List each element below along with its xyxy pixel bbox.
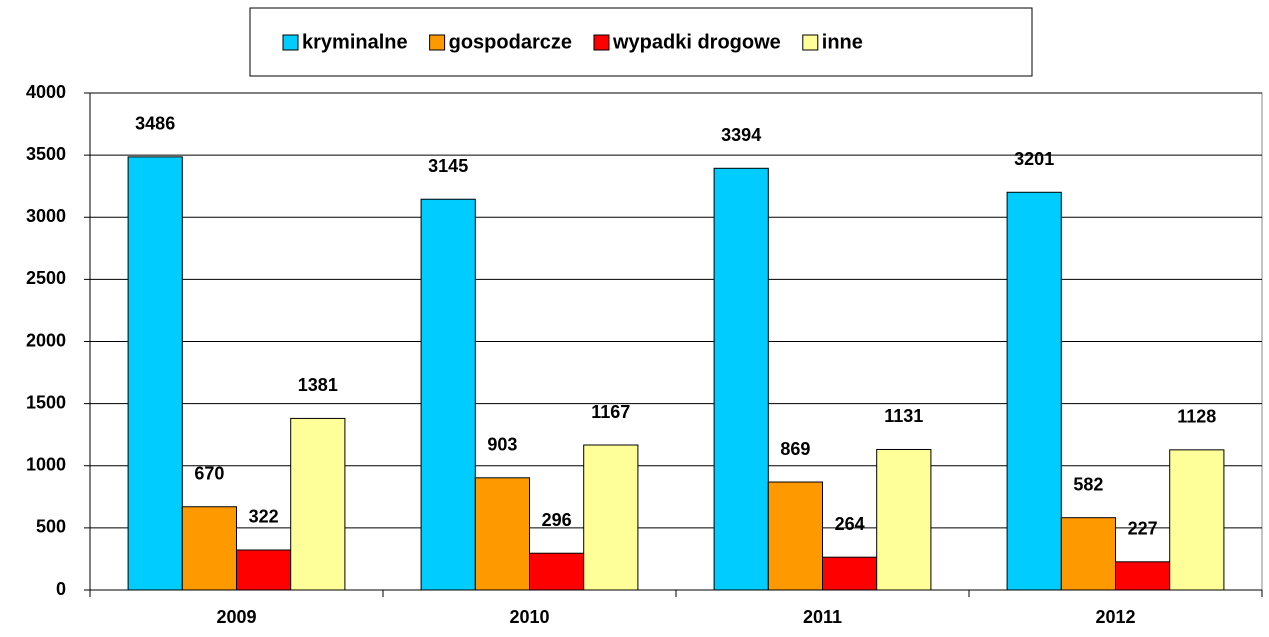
data-label: 1381 bbox=[298, 375, 338, 395]
legend-label: gospodarcze bbox=[449, 31, 572, 53]
bar bbox=[127, 156, 183, 591]
bar bbox=[1169, 449, 1225, 591]
legend-swatch bbox=[593, 34, 610, 51]
bar bbox=[713, 167, 769, 591]
data-label: 264 bbox=[835, 514, 865, 534]
y-tick-label: 2500 bbox=[26, 268, 66, 288]
y-tick-label: 3000 bbox=[26, 206, 66, 226]
bar bbox=[236, 549, 292, 591]
data-label: 3486 bbox=[135, 114, 175, 134]
x-tick-label: 2011 bbox=[803, 607, 842, 627]
y-tick-label: 1000 bbox=[26, 455, 66, 475]
bar bbox=[1115, 561, 1171, 591]
legend-label: inne bbox=[822, 31, 863, 53]
data-label: 3145 bbox=[428, 156, 468, 176]
bar bbox=[767, 481, 823, 591]
x-tick-label: 2010 bbox=[509, 607, 549, 627]
data-label: 582 bbox=[1073, 474, 1103, 494]
data-label: 3201 bbox=[1014, 149, 1054, 169]
data-label: 322 bbox=[249, 507, 279, 527]
y-tick-label: 4000 bbox=[26, 82, 66, 102]
bar bbox=[583, 444, 639, 591]
bar bbox=[420, 198, 476, 591]
bar bbox=[181, 506, 237, 591]
legend-swatch bbox=[802, 34, 819, 51]
data-label: 3394 bbox=[721, 125, 761, 145]
y-tick-label: 2000 bbox=[26, 330, 66, 350]
data-label: 1131 bbox=[884, 406, 923, 426]
y-tick-label: 500 bbox=[36, 517, 66, 537]
y-tick-label: 3500 bbox=[26, 144, 66, 164]
bar bbox=[876, 448, 932, 591]
legend-label: kryminalne bbox=[302, 31, 408, 53]
bar bbox=[290, 417, 346, 591]
legend-swatch bbox=[429, 34, 446, 51]
data-label: 296 bbox=[542, 510, 572, 530]
data-label: 903 bbox=[487, 435, 517, 455]
legend-label: wypadki drogowe bbox=[612, 31, 781, 53]
bar bbox=[474, 477, 531, 591]
bar bbox=[822, 556, 878, 591]
y-tick-label: 1500 bbox=[26, 392, 66, 412]
data-label: 869 bbox=[780, 439, 810, 459]
bar bbox=[1006, 191, 1062, 591]
data-label: 670 bbox=[194, 464, 224, 484]
data-label: 227 bbox=[1128, 519, 1158, 539]
x-tick-label: 2012 bbox=[1095, 607, 1135, 627]
legend-swatch bbox=[282, 34, 299, 51]
x-tick-label: 2009 bbox=[216, 607, 256, 627]
data-label: 1167 bbox=[591, 402, 630, 422]
data-label: 1128 bbox=[1177, 407, 1216, 427]
bar bbox=[1060, 517, 1117, 591]
legend-box bbox=[249, 7, 1033, 77]
bar bbox=[529, 552, 585, 591]
y-tick-label: 0 bbox=[56, 579, 66, 599]
